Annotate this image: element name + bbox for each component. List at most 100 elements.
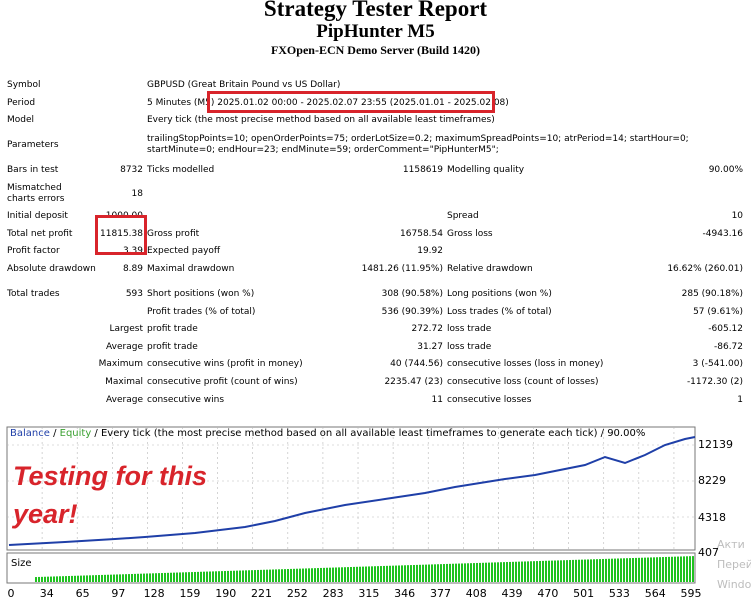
size-bar [407, 565, 409, 582]
report-subtitle: PipHunter M5 [316, 21, 435, 42]
label: Parameters [7, 139, 59, 150]
size-bar [212, 571, 214, 582]
label: Gross loss [447, 228, 493, 239]
size-bar [281, 569, 283, 582]
size-bar [434, 564, 436, 582]
label: Model [7, 115, 35, 125]
size-bar [623, 558, 625, 582]
size-bar [380, 566, 382, 582]
value: 536 (90.39%) [381, 306, 443, 317]
size-bar [155, 573, 157, 582]
size-bar [392, 565, 394, 582]
legend-equity: Equity [59, 428, 92, 439]
size-bar [524, 561, 526, 582]
row-drawdown: Absolute drawdown 8.89 Maximal drawdown … [5, 260, 745, 279]
value: 16.62% (260.01) [667, 264, 744, 274]
size-bar [296, 568, 298, 582]
size-bar [113, 574, 115, 582]
size-bar [470, 563, 472, 582]
size-bar [215, 571, 217, 582]
annotation-overlay: Testing for this year! [13, 457, 207, 533]
label: Gross profit [147, 228, 200, 239]
size-bar [44, 576, 46, 582]
row-parameters: Parameters trailingStopPoints=10; openOr… [5, 129, 745, 161]
size-bar [293, 568, 295, 582]
size-bar [338, 567, 340, 582]
size-bar [653, 557, 655, 582]
size-bar [683, 556, 685, 582]
size-bar [269, 569, 271, 582]
size-bar [503, 562, 505, 582]
watermark-line: Акти [717, 538, 745, 551]
size-bar [545, 560, 547, 582]
size-bar [590, 559, 592, 582]
size-bar [608, 558, 610, 582]
label: consecutive losses (loss in money) [447, 359, 604, 369]
value: -1172.30 (2) [686, 376, 744, 387]
size-bar [476, 562, 478, 582]
size-bar [233, 570, 235, 582]
size-bar [422, 564, 424, 582]
value: 593 [125, 289, 143, 299]
value: 16758.54 [400, 228, 443, 239]
size-bar [542, 560, 544, 582]
label: Expected payoff [147, 246, 221, 256]
size-bar [38, 576, 40, 582]
size-bar [404, 565, 406, 582]
size-bar [284, 569, 286, 582]
size-bar [239, 570, 241, 582]
value: -4943.16 [702, 228, 744, 239]
value: 5 Minutes (M5) 2025.01.02 00:00 - 2025.0… [147, 97, 509, 108]
size-bar [656, 557, 658, 582]
size-bar [584, 559, 586, 582]
size-bar [374, 566, 376, 582]
size-bar [257, 569, 259, 582]
label: Symbol [7, 79, 41, 90]
size-bar [218, 571, 220, 582]
size-bar [266, 569, 268, 582]
size-bar [206, 571, 208, 582]
size-bar [629, 558, 631, 582]
label: Profit trades (% of total) [147, 306, 256, 317]
size-bar [308, 568, 310, 582]
server-info: FXOpen-ECN Demo Server (Build 1420) [270, 43, 481, 57]
size-bar [437, 564, 439, 582]
size-bar [650, 557, 652, 582]
size-bar [509, 561, 511, 582]
label: Bars in test [7, 165, 59, 175]
x-tick-label: 439 [501, 587, 523, 600]
size-bar [278, 569, 280, 582]
size-bar [305, 568, 307, 582]
watermark-line: Перей [717, 558, 751, 571]
annotation-line: Testing for this [13, 461, 207, 491]
label: Modelling quality [447, 165, 525, 175]
size-bar [500, 562, 502, 582]
size-bar [548, 560, 550, 582]
size-bar [332, 567, 334, 582]
size-bar [320, 567, 322, 582]
size-bar [71, 575, 73, 582]
x-tick-label: 34 [39, 587, 54, 600]
size-bar [440, 564, 442, 582]
size-bar [194, 571, 196, 582]
label: Long positions (won %) [447, 289, 552, 299]
label: Mismatched charts errors [7, 183, 65, 204]
value: 3 (-541.00) [692, 359, 744, 369]
y-tick-label: 12139 [698, 438, 733, 451]
y-tick-label: 8229 [698, 474, 726, 487]
chart-canvas [6, 426, 696, 584]
size-bar [491, 562, 493, 582]
size-bar [53, 576, 55, 582]
size-bar [416, 564, 418, 582]
size-bar [578, 559, 580, 582]
size-bar [362, 566, 364, 582]
size-bar [602, 558, 604, 582]
size-bar [188, 572, 190, 582]
size-bar [593, 559, 595, 582]
size-bar [209, 571, 211, 582]
size-bar [92, 575, 94, 582]
row-largest: Largest profit trade 272.72 loss trade -… [5, 321, 745, 338]
size-bar [626, 558, 628, 582]
size-bar [566, 560, 568, 582]
size-bar [494, 562, 496, 582]
